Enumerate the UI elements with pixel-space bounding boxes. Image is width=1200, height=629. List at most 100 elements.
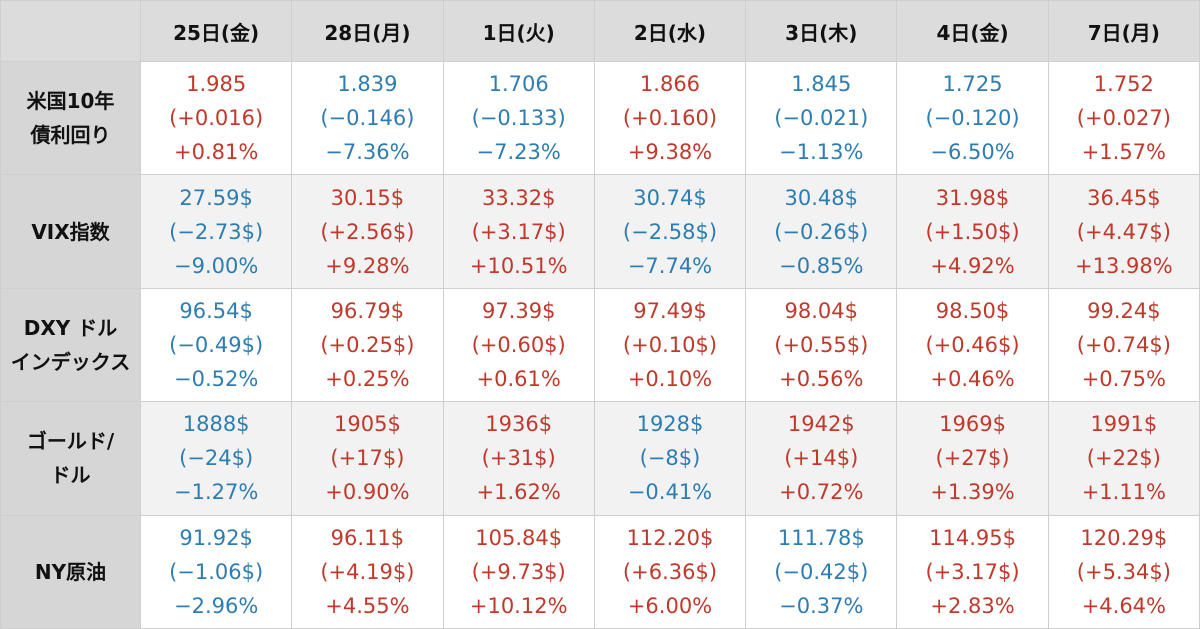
data-cell: 1.866 (+0.160) +9.38%: [593, 60, 747, 176]
data-cell: 96.79$ (+0.25$) +0.25%: [291, 287, 444, 403]
data-cell: 97.39$ (+0.60$) +0.61%: [442, 287, 595, 403]
cell-value: 33.32$: [481, 185, 556, 210]
cell-change: (+4.19$): [320, 559, 415, 584]
data-cell: 96.54$ (−0.49$) −0.52%: [139, 287, 293, 403]
cell-change: (+1.50$): [925, 219, 1020, 244]
cell-change: (+0.160): [622, 106, 718, 131]
cell-pct: −0.52%: [173, 366, 259, 391]
row-label: 米国10年 債利回り: [0, 60, 141, 176]
data-cell: 1.839 (−0.146) −7.36%: [291, 60, 444, 176]
data-cell: 1905$ (+17$) +0.90%: [291, 401, 444, 516]
row-label: VIX指数: [0, 174, 141, 289]
cell-value: 1928$: [636, 412, 704, 437]
cell-pct: +4.64%: [1081, 593, 1166, 618]
data-cell: 99.24$ (+0.74$) +0.75%: [1047, 287, 1200, 403]
cell-value: 1.706: [488, 72, 549, 97]
date-header: 3日(木): [745, 0, 898, 62]
cell-pct: +0.25%: [325, 366, 410, 391]
cell-value: 98.04$: [784, 298, 858, 323]
cell-pct: −9.00%: [173, 253, 259, 278]
date-header: 2日(水): [593, 0, 747, 62]
cell-change: (+0.016): [169, 106, 264, 131]
table-body: 米国10年 債利回り 1.985 (+0.016) +0.81% 1.839 (−0.146…: [0, 60, 1200, 629]
row-label: DXY ドル インデックス: [0, 287, 141, 403]
corner-cell: [0, 0, 141, 62]
cell-change: (+0.55$): [774, 332, 869, 357]
cell-pct: +1.39%: [930, 480, 1015, 505]
table-row: DXY ドル インデックス 96.54$ (−0.49$) −0.52% 96.79$ (+…: [0, 287, 1200, 403]
cell-change: (+0.74$): [1076, 332, 1171, 357]
cell-pct: +0.46%: [930, 366, 1015, 391]
date-header: 4日(金): [896, 0, 1049, 62]
cell-pct: −7.23%: [476, 140, 561, 165]
cell-value: 114.95$: [929, 525, 1016, 550]
cell-pct: +0.75%: [1081, 366, 1166, 391]
cell-change: (−0.26$): [774, 219, 869, 244]
data-cell: 30.74$ (−2.58$) −7.74%: [593, 174, 747, 289]
cell-pct: +2.83%: [930, 593, 1015, 618]
cell-change: (+14$): [784, 446, 859, 471]
data-cell: 1.752 (+0.027) +1.57%: [1047, 60, 1200, 176]
table-row: ゴールド/ドル 1888$ (−24$) −1.27% 1905$ (+17$) +0.90…: [0, 401, 1200, 516]
cell-change: (+5.34$): [1076, 559, 1171, 584]
cell-value: 27.59$: [179, 185, 253, 210]
cell-pct: +0.61%: [476, 366, 561, 391]
row-label-line: 米国10年: [26, 89, 115, 114]
row-label-line: DXY ドル: [23, 315, 118, 340]
row-label-line: インデックス: [10, 349, 131, 374]
cell-change: (−1.06$): [169, 559, 264, 584]
cell-value: 1942$: [787, 412, 855, 437]
data-cell: 27.59$ (−2.73$) −9.00%: [139, 174, 293, 289]
table-row: VIX指数 27.59$ (−2.73$) −9.00% 30.15$ (+2.56$) +…: [0, 174, 1200, 289]
data-cell: 111.78$ (−0.42$) −0.37%: [745, 514, 898, 629]
cell-change: (−0.021): [774, 106, 869, 131]
cell-value: 99.24$: [1087, 298, 1161, 323]
row-label-line: NY原油: [34, 559, 107, 584]
cell-change: (−2.58$): [622, 219, 718, 244]
cell-pct: +1.11%: [1081, 480, 1166, 505]
row-label-line: ゴールド/: [26, 429, 115, 454]
cell-pct: −0.85%: [779, 253, 864, 278]
cell-change: (+17$): [330, 446, 405, 471]
cell-pct: +0.90%: [325, 480, 410, 505]
cell-value: 1.985: [186, 72, 247, 97]
data-cell: 1928$ (−8$) −0.41%: [593, 401, 747, 516]
cell-value: 31.98$: [935, 185, 1010, 210]
cell-pct: +1.57%: [1081, 140, 1166, 165]
row-label-line: ドル: [50, 463, 91, 488]
cell-change: (+0.25$): [320, 332, 415, 357]
cell-change: (+2.56$): [320, 219, 415, 244]
data-cell: 98.04$ (+0.55$) +0.56%: [745, 287, 898, 403]
cell-value: 1969$: [939, 412, 1006, 437]
cell-pct: −1.27%: [173, 480, 259, 505]
row-label: NY原油: [0, 514, 141, 629]
cell-pct: −6.50%: [930, 140, 1015, 165]
cell-pct: +4.92%: [930, 253, 1015, 278]
cell-value: 1.845: [791, 72, 852, 97]
cell-pct: +10.12%: [469, 593, 568, 618]
data-cell: 36.45$ (+4.47$) +13.98%: [1047, 174, 1200, 289]
cell-change: (+4.47$): [1076, 219, 1171, 244]
cell-change: (−0.146): [320, 106, 415, 131]
cell-value: 96.11$: [330, 525, 405, 550]
cell-value: 30.74$: [633, 185, 707, 210]
cell-value: 1.752: [1093, 72, 1154, 97]
cell-change: (+9.73$): [471, 559, 566, 584]
header-row: 25日(金) 28日(月) 1日(火) 2日(水) 3日(木) 4日(金) 7日…: [0, 0, 1200, 62]
cell-change: (−0.42$): [774, 559, 869, 584]
cell-pct: −1.13%: [779, 140, 864, 165]
cell-pct: +6.00%: [627, 593, 713, 618]
data-cell: 1.985 (+0.016) +0.81%: [139, 60, 293, 176]
cell-pct: +4.55%: [325, 593, 410, 618]
data-cell: 31.98$ (+1.50$) +4.92%: [896, 174, 1049, 289]
cell-change: (+3.17$): [471, 219, 566, 244]
data-cell: 114.95$ (+3.17$) +2.83%: [896, 514, 1049, 629]
date-header: 1日(火): [442, 0, 595, 62]
table-row: 米国10年 債利回り 1.985 (+0.016) +0.81% 1.839 (−0.146…: [0, 60, 1200, 176]
cell-change: (−8$): [639, 446, 701, 471]
cell-pct: +0.72%: [779, 480, 864, 505]
cell-value: 105.84$: [475, 525, 563, 550]
cell-value: 30.15$: [330, 185, 405, 210]
cell-value: 112.20$: [626, 525, 714, 550]
